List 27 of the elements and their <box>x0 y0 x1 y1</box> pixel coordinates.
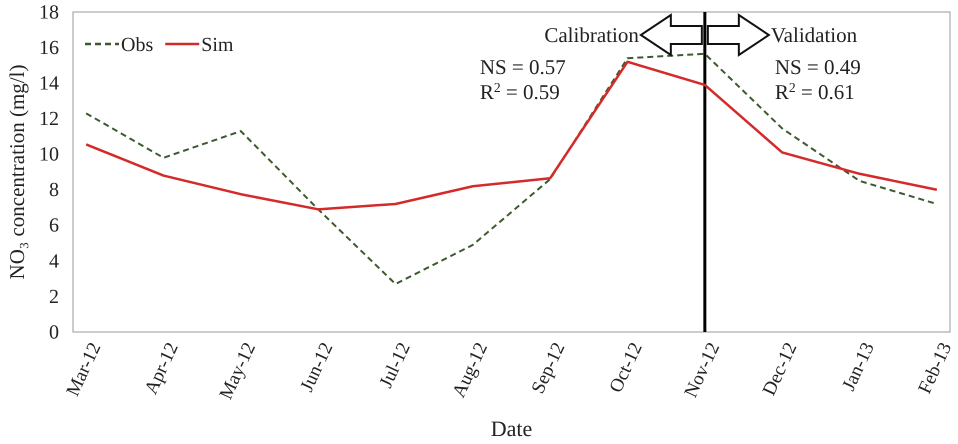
y-tick-label: 2 <box>49 286 59 308</box>
annotation: NS = 0.49 <box>774 55 861 79</box>
legend-label: Sim <box>201 34 234 56</box>
legend-label: Obs <box>121 34 154 56</box>
x-tick-label: Sep-12 <box>528 339 570 397</box>
x-tick-label: Jun-12 <box>296 339 338 396</box>
y-tick-label: 0 <box>49 321 59 344</box>
line-series <box>84 60 938 211</box>
annotation: R$^{2}$ = 0.59 <box>480 80 560 104</box>
annotation: Validation <box>770 23 858 47</box>
x-tick-label: Oct-12 <box>605 339 647 396</box>
x-axis-title: Date <box>490 416 532 441</box>
y-tick-label: 8 <box>49 179 59 202</box>
x-tick-label: Apr-12 <box>140 339 183 398</box>
annotation: Calibration <box>544 23 640 47</box>
x-tick-label: Jan-13 <box>838 339 879 394</box>
y-tick-label: 14 <box>39 72 59 95</box>
y-tick-label: 16 <box>39 36 59 59</box>
y-tick-label: 10 <box>39 144 59 166</box>
y-tick-label: 12 <box>39 108 59 130</box>
y-tick-label: 4 <box>49 250 59 272</box>
annotation: R$^{2}$ = 0.61 <box>774 80 855 104</box>
x-tick-label: Jul-12 <box>376 339 415 392</box>
annotation: NS = 0.57 <box>480 55 566 79</box>
y-tick-label: 18 <box>39 1 59 24</box>
y-axis-title: NO₃ concentration (mg/l) <box>5 64 29 280</box>
y-tick-label: 6 <box>49 214 59 237</box>
